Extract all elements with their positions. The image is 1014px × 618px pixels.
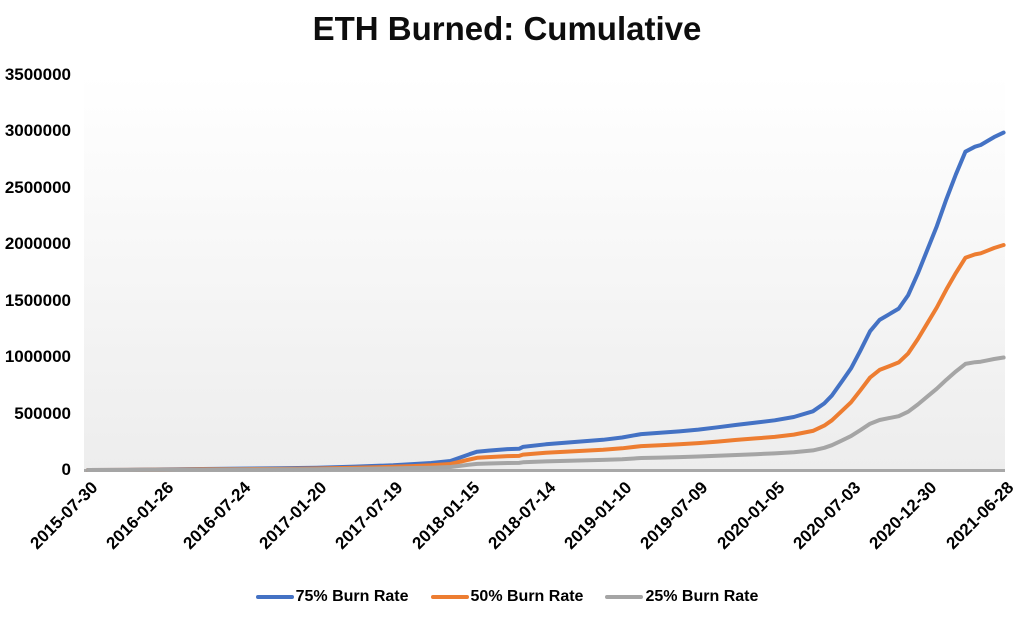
x-axis-label: 2018-07-14: [484, 478, 560, 553]
x-axis-label: 2017-07-19: [331, 478, 407, 553]
x-axis-label: 2020-12-30: [865, 478, 941, 553]
y-axis-label: 500000: [14, 403, 71, 423]
legend-line-swatch: [605, 594, 644, 600]
x-axis-label: 2016-01-26: [102, 478, 178, 553]
x-axis-line: [84, 469, 1005, 472]
x-axis-label: 2020-01-05: [713, 478, 789, 553]
y-axis: 0 500000 1000000 1500000 2000000 2500000 30000…: [0, 0, 80, 480]
legend-label: 50% Burn Rate: [470, 588, 584, 605]
y-axis-label: 2500000: [4, 177, 71, 197]
x-axis-label: 2020-07-03: [789, 478, 865, 553]
y-axis-label: 1000000: [4, 347, 71, 367]
chart-title: ETH Burned: Cumulative: [312, 10, 702, 47]
legend-item: 50% Burn Rate: [430, 588, 584, 606]
series-line-25-burn-rate: [86, 355, 1006, 472]
legend: 75% Burn Rate 50% Burn Rate 25% Burn Rate: [0, 588, 1014, 606]
y-axis-label: 1500000: [4, 290, 71, 310]
x-axis-label: 2019-01-10: [560, 478, 636, 553]
x-axis: 2015-07-30 2016-01-26 2016-07-24 2017-01-20…: [0, 478, 1014, 568]
legend-line-swatch: [430, 594, 469, 600]
y-axis-label: 3500000: [4, 65, 71, 84]
legend-line-swatch: [255, 594, 294, 600]
y-axis-label: 3000000: [4, 121, 71, 141]
y-axis-label: 2000000: [4, 234, 71, 254]
x-axis-label: 2015-07-30: [26, 478, 102, 553]
legend-item: 25% Burn Rate: [605, 588, 758, 606]
x-axis-label: 2018-01-15: [408, 478, 483, 553]
series-line-75-burn-rate: [86, 130, 1006, 472]
x-axis-label: 2019-07-09: [636, 478, 712, 553]
x-axis-label: 2016-07-24: [179, 478, 255, 553]
x-axis-label: 2021-06-28: [942, 478, 1014, 553]
x-axis-label: 2017-01-20: [255, 478, 331, 553]
legend-label: 25% Burn Rate: [645, 588, 759, 605]
legend-label: 75% Burn Rate: [295, 588, 409, 605]
y-axis-label: 0: [61, 460, 71, 479]
series-line-50-burn-rate: [86, 243, 1006, 472]
legend-item: 75% Burn Rate: [255, 588, 409, 606]
